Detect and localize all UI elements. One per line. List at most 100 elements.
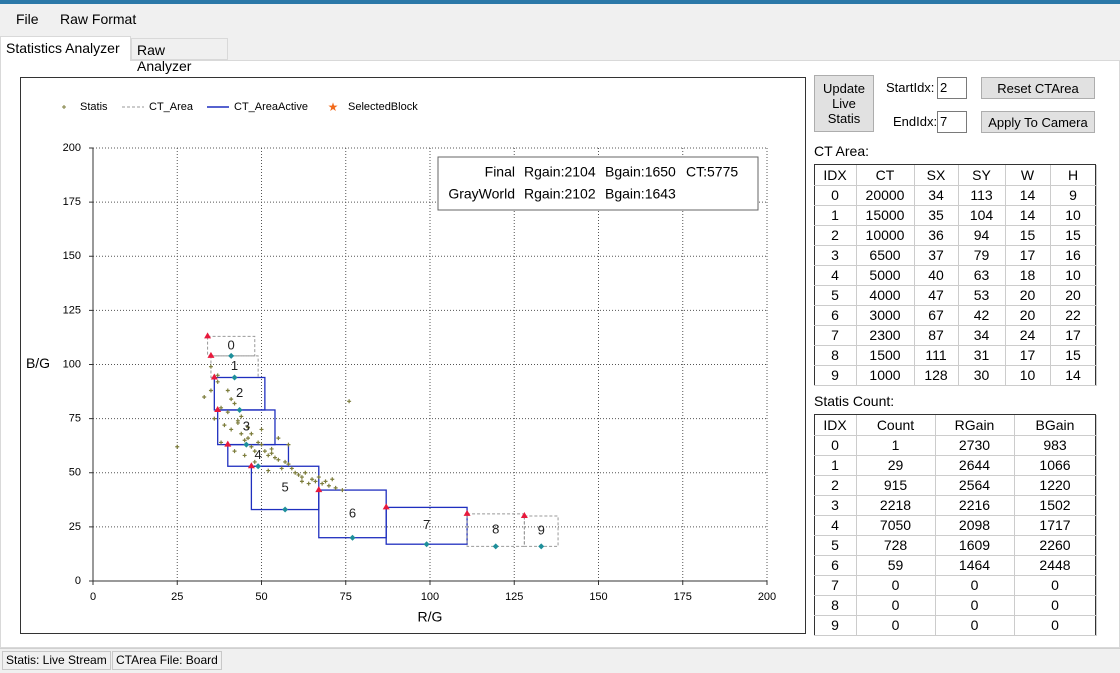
table-cell: 15000 (856, 205, 915, 226)
table-cell: 15 (1005, 225, 1051, 246)
scatter-point (324, 479, 328, 483)
ct-corner-marker (255, 463, 261, 469)
table-cell: 9 (814, 365, 857, 386)
tab[interactable]: Raw Analyzer (131, 38, 228, 60)
y-tick-label: 125 (63, 304, 81, 316)
table-cell: 0 (814, 435, 857, 456)
scatter-point (216, 373, 220, 377)
table-cell: 2216 (935, 495, 1015, 516)
table-cell: 20 (1005, 305, 1051, 326)
table-cell: 7 (814, 325, 857, 346)
table-cell: 9 (1050, 185, 1097, 206)
table-cell: 4000 (856, 285, 915, 306)
table-cell: 0 (935, 615, 1015, 636)
scatter-point (270, 451, 274, 455)
ct-corner-marker (214, 406, 221, 412)
ct-area-index: 3 (243, 419, 250, 434)
table-cell: 5 (814, 285, 857, 306)
scatter-point (307, 482, 311, 486)
table-cell: 29 (856, 455, 936, 476)
table-cell: 37 (914, 245, 959, 266)
table-header: IDX (814, 165, 857, 186)
table-cell: 4 (814, 265, 857, 286)
ct-corner-marker (464, 510, 471, 516)
table-cell: 2644 (935, 455, 1015, 476)
table-cell: 10 (1005, 365, 1051, 386)
reset-button[interactable]: Reset CTArea (981, 77, 1095, 99)
scatter-point (317, 475, 321, 479)
table-cell: 6 (814, 305, 857, 326)
scatter-point (303, 471, 307, 475)
table-header: SX (914, 165, 959, 186)
ct-area-index: 8 (492, 522, 499, 537)
scatter-point (226, 388, 230, 392)
scatter-point (249, 445, 253, 449)
table-cell: 14 (1005, 205, 1051, 226)
scatter-point (233, 401, 237, 405)
scatter-point (276, 458, 280, 462)
ct-area-index: 4 (255, 447, 262, 462)
spin-input[interactable]: 7 (937, 111, 967, 133)
menu-item[interactable]: File (16, 11, 39, 27)
info-text: Rgain:2102 (524, 186, 596, 202)
table-cell: 5 (814, 535, 857, 556)
update-button[interactable]: Update Live Statis (814, 75, 874, 132)
scatter-point (286, 443, 290, 447)
table-title: Statis Count: (814, 393, 894, 409)
table-cell: 1000 (856, 365, 915, 386)
y-axis-label: B/G (26, 355, 50, 371)
scatter-point (249, 432, 253, 436)
tab-active[interactable]: Statistics Analyzer (0, 36, 131, 61)
table-cell: 20 (1050, 285, 1097, 306)
table-cell: 2 (814, 225, 857, 246)
table-cell: 2564 (935, 475, 1015, 496)
scatter-point (233, 449, 237, 453)
scatter-point (290, 466, 294, 470)
y-tick-label: 200 (63, 142, 81, 154)
table-cell: 1464 (935, 555, 1015, 576)
table-cell: 113 (958, 185, 1006, 206)
table-cell: 1717 (1014, 515, 1097, 536)
menu-bar (0, 4, 1120, 33)
table-cell: 14 (1005, 185, 1051, 206)
scatter-point (280, 466, 284, 470)
scatter-point (246, 436, 250, 440)
legend-marker (62, 105, 66, 109)
scatter-point (320, 482, 324, 486)
table-cell: 2218 (856, 495, 936, 516)
scatter-point (219, 440, 223, 444)
scatter-point (270, 447, 274, 451)
x-tick-label: 75 (340, 591, 352, 603)
y-tick-label: 50 (69, 467, 81, 479)
y-tick-label: 150 (63, 250, 81, 262)
scatter-point (330, 477, 334, 481)
ct-corner-marker (204, 332, 211, 338)
x-tick-label: 150 (589, 591, 607, 603)
scatter-point (243, 438, 247, 442)
table-cell: 24 (1005, 325, 1051, 346)
ct-corner-marker (493, 543, 499, 549)
table-cell: 67 (914, 305, 959, 326)
x-axis-label: R/G (418, 609, 443, 625)
table-cell: 7050 (856, 515, 936, 536)
table-cell: 0 (1014, 615, 1097, 636)
apply-button[interactable]: Apply To Camera (981, 111, 1095, 133)
x-tick-label: 200 (758, 591, 776, 603)
ct-corner-marker (211, 373, 218, 379)
table-cell: 7 (814, 575, 857, 596)
ct-corner-marker (521, 512, 528, 518)
table-cell: 3 (814, 495, 857, 516)
table-cell: 22 (1050, 305, 1097, 326)
y-tick-label: 0 (75, 575, 81, 587)
spin-input[interactable]: 2 (937, 77, 967, 99)
scatter-point (283, 460, 287, 464)
table-cell: 0 (856, 595, 936, 616)
scatter-point (297, 473, 301, 477)
x-tick-label: 25 (171, 591, 183, 603)
table-cell: 983 (1014, 435, 1097, 456)
scatter-point (260, 427, 264, 431)
menu-item[interactable]: Raw Format (60, 11, 136, 27)
scatter-point (216, 380, 220, 384)
x-tick-label: 125 (505, 591, 523, 603)
